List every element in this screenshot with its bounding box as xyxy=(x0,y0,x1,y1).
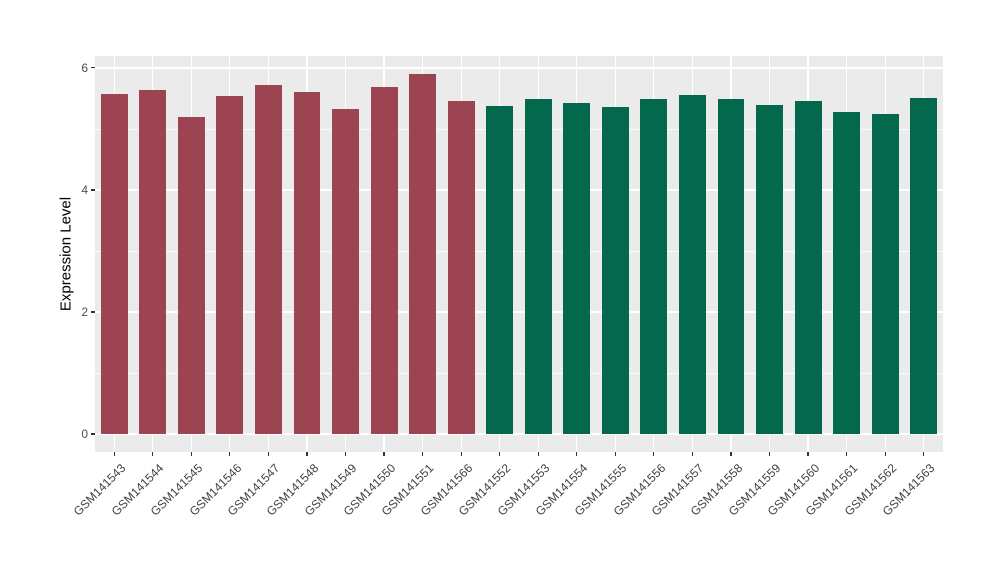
x-tick-mark xyxy=(691,452,694,456)
bar-GSM141560 xyxy=(794,100,822,434)
x-tick-mark xyxy=(422,452,424,456)
major-gridline xyxy=(95,189,943,191)
y-tick-mark xyxy=(91,189,95,191)
bar-GSM141558 xyxy=(717,99,745,434)
x-tick-mark xyxy=(113,452,115,456)
bar-GSM141563 xyxy=(910,97,938,434)
bar-GSM141544 xyxy=(139,90,167,434)
plot-panel xyxy=(95,56,943,452)
x-tick-mark xyxy=(229,452,231,456)
x-tick-mark xyxy=(576,452,578,456)
bar-GSM141566 xyxy=(447,101,475,434)
x-tick-mark xyxy=(190,452,192,456)
x-tick-mark xyxy=(730,452,732,456)
bar-GSM141548 xyxy=(293,91,321,434)
bar-GSM141555 xyxy=(601,106,629,434)
major-gridline xyxy=(95,433,943,435)
y-tick-mark xyxy=(91,67,95,69)
x-tick-mark xyxy=(267,452,270,456)
y-tick-label: 2 xyxy=(81,304,88,319)
bar-GSM141562 xyxy=(871,113,899,434)
x-tick-mark xyxy=(499,452,501,456)
x-tick-mark xyxy=(152,452,154,456)
bar-GSM141553 xyxy=(524,99,552,434)
minor-gridline xyxy=(95,250,943,252)
bar-GSM141551 xyxy=(409,74,437,434)
bar-GSM141549 xyxy=(332,108,360,434)
x-tick-mark xyxy=(653,452,655,456)
minor-gridline xyxy=(95,128,943,130)
x-tick-mark xyxy=(306,452,308,456)
bar-GSM141552 xyxy=(486,105,514,434)
x-tick-mark xyxy=(344,452,347,456)
y-tick-mark xyxy=(91,311,95,313)
major-gridline xyxy=(95,311,943,313)
x-tick-mark xyxy=(884,452,886,456)
y-axis-title: Expression Level xyxy=(57,196,75,312)
y-tick-label: 4 xyxy=(81,182,88,197)
x-tick-mark xyxy=(846,452,848,456)
bar-GSM141557 xyxy=(678,95,706,434)
y-tick-label: 0 xyxy=(81,427,88,441)
major-gridline xyxy=(95,67,943,69)
x-tick-mark xyxy=(614,452,616,456)
bar-GSM141554 xyxy=(563,102,591,434)
bar-GSM141556 xyxy=(640,99,668,434)
y-tick-label: 6 xyxy=(81,60,88,75)
y-tick-mark xyxy=(91,433,95,435)
bar-GSM141559 xyxy=(756,104,784,434)
x-tick-mark xyxy=(923,452,925,456)
minor-gridline xyxy=(95,372,943,374)
x-tick-mark xyxy=(460,452,462,456)
bar-GSM141545 xyxy=(177,116,205,434)
bar-GSM141561 xyxy=(833,111,861,434)
x-tick-mark xyxy=(383,452,385,456)
x-tick-mark xyxy=(768,452,771,456)
bar-GSM141546 xyxy=(216,95,244,434)
bar-GSM141547 xyxy=(254,84,282,434)
bar-GSM141543 xyxy=(100,93,128,434)
bar-GSM141550 xyxy=(370,87,398,434)
x-tick-mark xyxy=(807,452,809,456)
x-tick-mark xyxy=(537,452,539,456)
